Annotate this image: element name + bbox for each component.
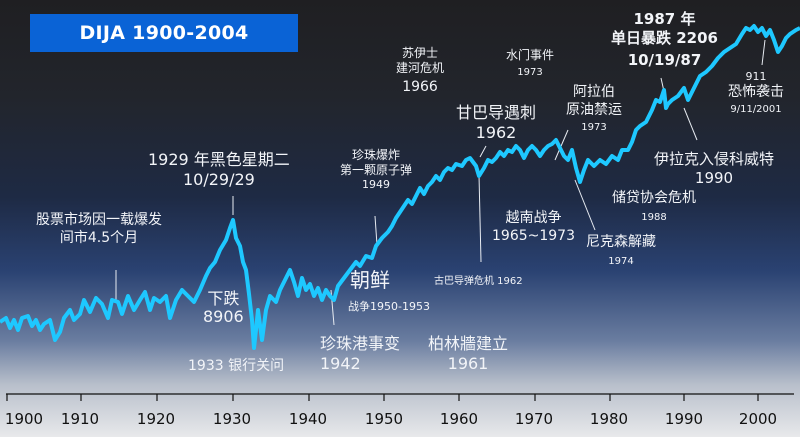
chart-title: DIJA 1900-2004 xyxy=(30,14,298,52)
annotation-nixon: 尼克森解藏 1974 xyxy=(586,234,656,268)
annotation-cuba-missile: 古巴导弹危机 1962 xyxy=(434,276,523,287)
annotation-text: 朝鲜 xyxy=(350,268,390,292)
annotation-text: 恐怖袭击 xyxy=(728,83,784,100)
annotation-text: 9/11/2001 xyxy=(730,104,782,116)
annotation-text: 下跌 xyxy=(207,289,240,308)
annotation-text: 8906 xyxy=(203,307,244,327)
annotation-crash-1987: 1987 年 单日暴跌 2206 10/19/87 xyxy=(611,10,718,69)
annotation-text: 1961 xyxy=(447,354,489,373)
annotation-text: 10/29/29 xyxy=(182,170,255,189)
annotation-atom-bomb: 珍珠爆炸 第一颗原子弹 1949 xyxy=(340,148,412,192)
annotation-text: 储贷协会危机 xyxy=(612,190,696,206)
annotation-text: 越南战争 xyxy=(505,210,562,226)
annotation-text: 1987 年 xyxy=(633,10,696,28)
annotation-text: 尼克森解藏 xyxy=(586,234,656,250)
annotation-text: 柏林牆建立 xyxy=(428,334,509,353)
annotation-korea-years: 战争1950-1953 xyxy=(348,300,430,313)
annotation-text: 1962 xyxy=(475,123,517,142)
annotation-text: 1929 年黑色星期二 xyxy=(148,150,290,169)
x-tick-1920: 1920 xyxy=(136,410,176,428)
annotation-text: 建河危机 xyxy=(396,61,445,75)
annotation-text: 阿拉伯 xyxy=(573,84,615,100)
annotation-vietnam: 越南战争 1965~1973 xyxy=(492,210,575,245)
annotation-watergate: 水门事件 1973 xyxy=(506,48,554,80)
x-tick-1930: 1930 xyxy=(212,410,252,428)
annotation-text: 911 xyxy=(745,70,767,83)
annotation-text: 股票市场因一载爆发 xyxy=(36,212,162,228)
annotation-text: 1990 xyxy=(694,168,734,187)
annotation-text: 1988 xyxy=(641,211,667,223)
annotation-pearl-harbor: 珍珠港事变 1942 xyxy=(320,334,400,374)
annotation-text: 间市4.5个月 xyxy=(59,229,139,246)
annotation-savings-loan: 储贷协会危机 1988 xyxy=(612,190,696,224)
annotation-text: 伊拉克入侵科威特 xyxy=(654,150,775,168)
annotation-text: 1973 xyxy=(581,122,607,133)
annotation-text: 苏伊士 xyxy=(402,46,439,60)
x-tick-1990: 1990 xyxy=(664,410,704,428)
annotation-bank-1933: 1933 银行关问 xyxy=(188,358,285,374)
x-tick-1980: 1980 xyxy=(589,410,629,428)
annotation-sept-11: 911 恐怖袭击 9/11/2001 xyxy=(728,70,784,117)
x-tick-1900: 1900 xyxy=(4,410,44,428)
annotation-jfk: 甘巴导遇刺 1962 xyxy=(456,103,536,143)
annotation-drop-8906: 下跌 8906 xyxy=(203,289,244,327)
x-tick-1970: 1970 xyxy=(514,410,554,428)
annotation-text: 1973 xyxy=(517,67,543,78)
annotation-text: 10/19/87 xyxy=(627,50,702,69)
annotation-kuwait: 伊拉克入侵科威特 1990 xyxy=(654,150,774,188)
annotation-text: 1942 xyxy=(320,354,361,373)
annotation-text: 原油禁运 xyxy=(566,101,622,118)
annotation-oil-embargo: 阿拉伯 原油禁运 1973 xyxy=(566,84,622,135)
annotation-korea: 朝鲜 xyxy=(350,268,390,293)
annotation-berlin-wall: 柏林牆建立 1961 xyxy=(428,334,508,374)
annotation-crash-1929: 1929 年黑色星期二 10/29/29 xyxy=(148,150,290,190)
annotation-panic-1907: 股票市场因一载爆发 间市4.5个月 xyxy=(36,212,162,247)
x-tick-1950: 1950 xyxy=(364,410,404,428)
annotation-text: 单日暴跌 2206 xyxy=(611,28,718,47)
annotation-text: 珍珠港事变 xyxy=(320,334,401,353)
annotation-text: 水门事件 xyxy=(506,48,555,62)
annotation-text: 1949 xyxy=(362,178,390,191)
annotation-text: 甘巴导遇刺 xyxy=(456,103,537,122)
djia-line xyxy=(0,24,800,350)
annotation-text: 第一颗原子弹 xyxy=(340,163,413,177)
annotation-text: 珍珠爆炸 xyxy=(352,148,401,162)
x-tick-2000: 2000 xyxy=(738,410,778,428)
x-tick-1910: 1910 xyxy=(60,410,100,428)
annotation-suez: 苏伊士 建河危机 1966 xyxy=(396,46,444,97)
annotation-text: 1974 xyxy=(608,255,634,267)
annotation-text: 1966 xyxy=(402,79,438,95)
x-tick-1940: 1940 xyxy=(288,410,328,428)
x-axis xyxy=(6,393,794,401)
annotation-text: 1965~1973 xyxy=(492,227,575,244)
x-tick-1960: 1960 xyxy=(439,410,479,428)
